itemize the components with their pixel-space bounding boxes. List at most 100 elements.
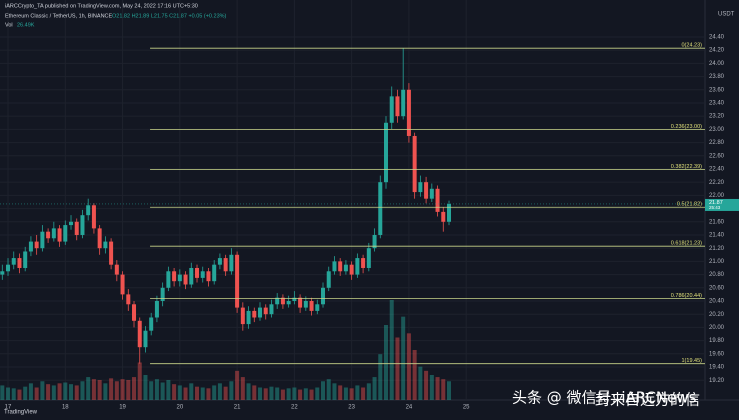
candle-body [235, 254, 240, 308]
volume-bar [263, 388, 268, 400]
candle-body [69, 221, 74, 226]
volume-bar [395, 337, 400, 400]
volume-bar [109, 378, 114, 400]
volume-bar [223, 386, 228, 400]
x-tick-label: 21 [234, 405, 241, 411]
volume-bar [195, 386, 200, 400]
volume-bar [235, 370, 240, 400]
candle-body [51, 228, 56, 239]
candle-body [246, 310, 251, 325]
candle-body [252, 310, 257, 318]
volume-bar [418, 366, 423, 400]
volume-bar [338, 385, 343, 400]
candle-body [309, 300, 314, 311]
footer-logo: TradingView [4, 410, 38, 416]
volume-bar [326, 379, 331, 400]
candle-body [424, 182, 429, 199]
volume-bar [23, 386, 28, 400]
y-tick-label: 23.00 [709, 127, 725, 133]
volume-bar [40, 381, 45, 400]
y-tick-label: 21.60 [709, 219, 725, 225]
candle-body [372, 234, 377, 249]
volume-bar [80, 381, 85, 400]
candle-body [132, 304, 137, 321]
y-tick-label: 20.40 [709, 299, 725, 305]
candle-body [189, 267, 194, 285]
candle-body [46, 231, 51, 239]
volume-bar [69, 384, 74, 400]
candle-body [263, 307, 268, 315]
candle-body [172, 271, 177, 282]
candle-body [17, 258, 22, 268]
volume-bar [389, 300, 394, 400]
candle-body [383, 122, 389, 183]
volume-bar [406, 333, 411, 400]
y-tick-label: 22.00 [709, 193, 725, 199]
watermark: 头条 @ 微信号: iARCNews [512, 389, 697, 407]
volume-bar [177, 385, 182, 400]
candle-body [258, 307, 263, 318]
volume-bar [91, 379, 96, 400]
volume-bar [269, 386, 274, 400]
candle-body [120, 274, 125, 295]
volume-bar [172, 384, 177, 400]
volume-bar [401, 316, 406, 400]
y-tick-label: 22.80 [709, 140, 725, 146]
last-price-label: 21.87 [709, 200, 723, 206]
volume-bar [252, 385, 257, 400]
volume-bar [166, 380, 171, 400]
candle-body [23, 251, 28, 268]
volume-bar [361, 387, 366, 400]
candle-body [286, 300, 291, 305]
candle-body [355, 258, 360, 275]
candle-body [240, 307, 245, 325]
fib-label: 0.786(20.44) [671, 293, 702, 299]
candle-body [149, 317, 154, 331]
y-tick-label: 21.00 [709, 259, 725, 265]
volume-bar [275, 387, 280, 400]
candle-body [401, 89, 406, 117]
candle-body [114, 264, 119, 275]
y-tick-label: 22.60 [709, 153, 725, 159]
fib-label: 0.236(23.00) [671, 124, 702, 130]
symbol: Ethereum Classic / TetherUS, 1h, BINANCE [5, 13, 113, 19]
candle-body [223, 258, 228, 272]
volume-bar [372, 377, 377, 400]
volume-bar [303, 388, 308, 400]
y-tick-label: 24.00 [709, 61, 725, 67]
y-tick-label: 23.20 [709, 114, 725, 120]
candle-body [80, 215, 85, 235]
y-tick-label: 22.20 [709, 180, 725, 186]
candle-body [183, 274, 188, 285]
candle-body [389, 96, 394, 123]
volume-bar [63, 382, 68, 400]
volume-bar [143, 375, 148, 400]
volume-bar [0, 385, 5, 400]
volume-bar [441, 379, 446, 400]
candle-body [326, 271, 331, 288]
last-price-tag [705, 198, 739, 211]
y-tick-label: 20.80 [709, 272, 725, 278]
candle-body [349, 264, 354, 275]
y-tick-label: 22.40 [709, 167, 725, 173]
countdown: 25:43 [709, 205, 721, 210]
candle-body [166, 271, 171, 288]
candle-body [303, 300, 308, 308]
candle-body [6, 264, 11, 272]
candle-body [343, 264, 348, 272]
x-tick-label: 22 [291, 405, 298, 411]
volume-value: 26.49K [17, 22, 35, 28]
volume-name: Vol [5, 22, 13, 28]
volume-bar [114, 381, 119, 400]
y-tick-label: 23.60 [709, 87, 725, 93]
y-axis-label: USDT [718, 12, 735, 18]
fib-label: 1(19.45) [682, 358, 703, 364]
volume-bar [429, 375, 434, 400]
volume-bar [120, 379, 125, 400]
volume-bar [383, 325, 389, 400]
candle-body [28, 241, 33, 252]
candle-body [275, 297, 280, 305]
volume-bar [57, 383, 62, 400]
candle-body [292, 297, 297, 301]
volume-bar [315, 387, 320, 400]
